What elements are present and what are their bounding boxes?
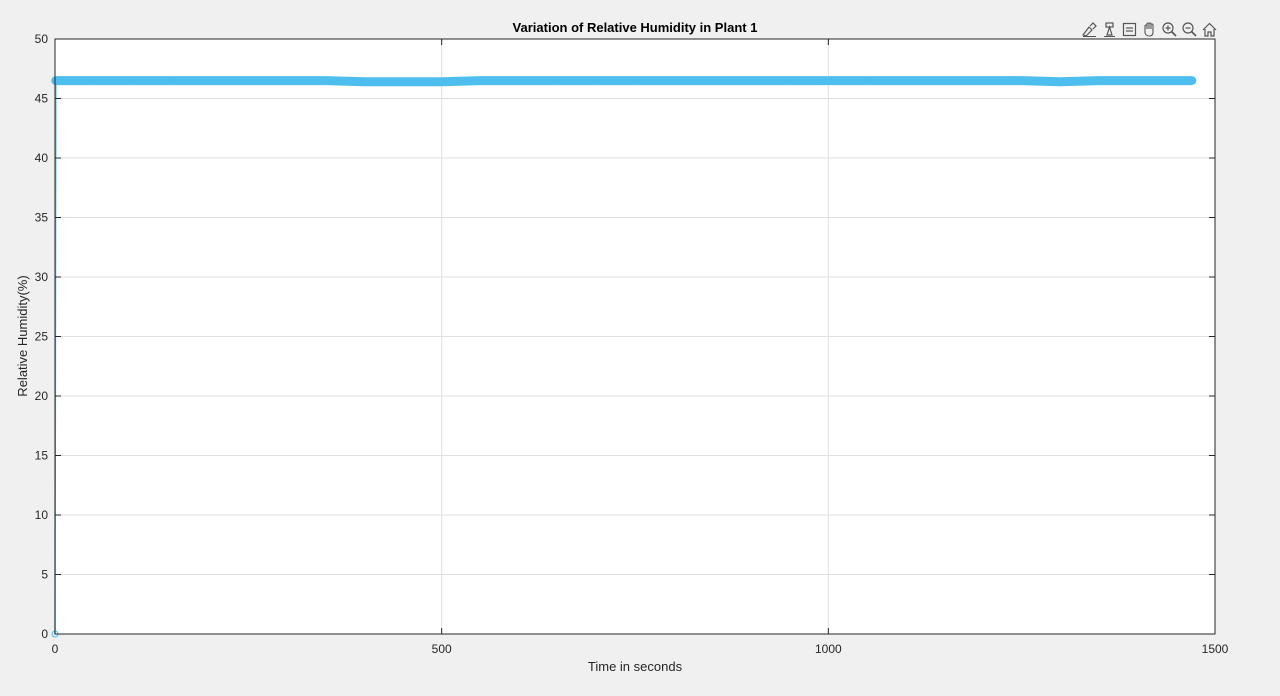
data-point [515,77,523,85]
data-point [167,77,175,85]
x-tick-label: 500 [432,642,452,656]
x-axis-label: Time in seconds [588,659,683,674]
data-point [1134,77,1142,85]
data-point [399,78,407,86]
chart-title: Variation of Relative Humidity in Plant … [513,20,758,35]
data-point [863,77,871,85]
data-point [631,77,639,85]
data-point [1188,77,1196,85]
data-point [322,77,330,85]
home-icon[interactable] [1200,19,1219,39]
y-tick-label: 15 [35,449,49,463]
y-tick-label: 30 [35,270,49,284]
data-point [283,77,291,85]
y-axis-label: Relative Humidity(%) [15,275,30,396]
y-tick-label: 25 [35,330,49,344]
data-point [902,77,910,85]
zoom-in-icon[interactable] [1160,19,1179,39]
x-tick-label: 1500 [1202,642,1229,656]
series-layer [51,76,1197,638]
data-point [244,77,252,85]
data-point [670,77,678,85]
y-tick-label: 35 [35,211,49,225]
axes-toolbar [1080,18,1219,40]
data-point [1095,77,1103,85]
data-point [438,78,446,86]
data-point [1018,77,1026,85]
x-tick-label: 1000 [815,642,842,656]
data-point [476,77,484,85]
data-point [52,77,60,85]
data-point [206,77,214,85]
data-point [1172,77,1180,85]
y-tick-label: 50 [35,32,49,46]
y-tick-label: 20 [35,389,49,403]
data-point [360,78,368,86]
grid [55,39,1215,634]
data-point [747,77,755,85]
data-point [940,77,948,85]
y-tick-label: 40 [35,151,49,165]
pan-icon[interactable] [1140,19,1159,39]
y-tick-label: 5 [41,568,48,582]
data-point [786,77,794,85]
data-point [592,77,600,85]
data-point [90,77,98,85]
x-tick-label: 0 [52,642,59,656]
y-tick-label: 10 [35,508,49,522]
y-tick-label: 0 [41,627,48,641]
data-point [128,77,136,85]
brush-icon[interactable] [1080,19,1099,39]
zoom-out-icon[interactable] [1180,19,1199,39]
data-point [554,77,562,85]
data-point [708,77,716,85]
data-point [1056,78,1064,86]
data-point [824,77,832,85]
data-tip-icon[interactable] [1100,19,1119,39]
legend-icon[interactable] [1120,19,1139,39]
y-tick-label: 45 [35,92,49,106]
series-line [54,79,1192,635]
data-point [979,77,987,85]
ticks: 0 500 1000 1500 0 5 10 15 20 25 30 35 40 45 50 [35,32,1229,656]
